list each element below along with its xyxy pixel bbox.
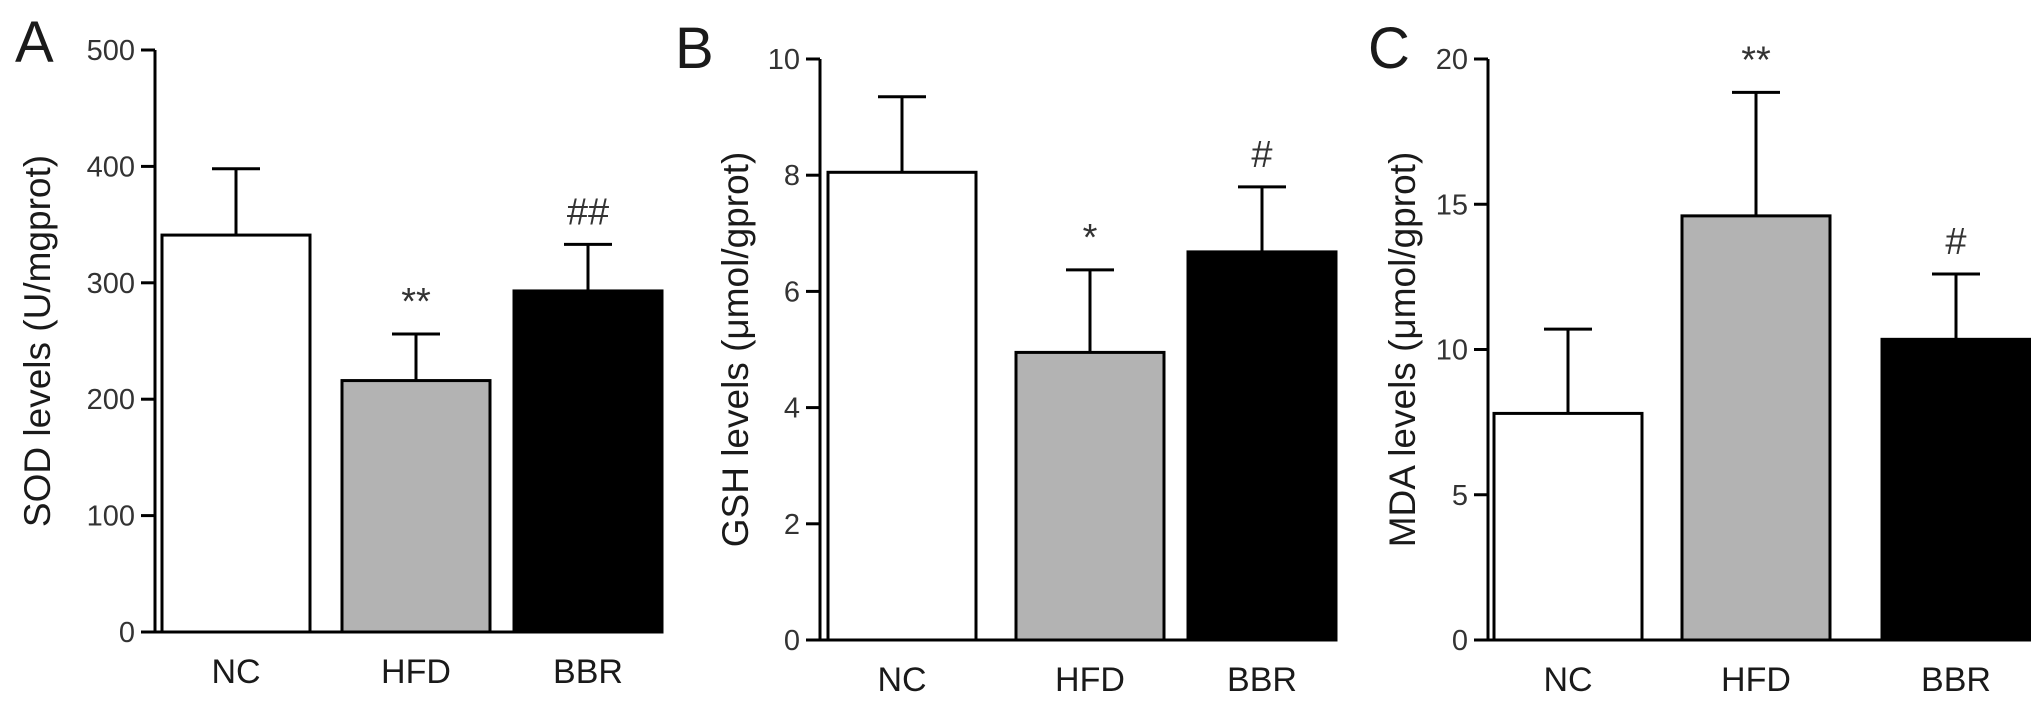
panel-b-y-tick-label: 4 bbox=[784, 393, 800, 425]
panel-b-y-tick-label: 0 bbox=[784, 625, 800, 657]
panel-b-significance-mark: # bbox=[1251, 134, 1272, 176]
panel-a: A SOD levels (U/mgprot) 0 100 200 300 400 500 NC… bbox=[15, 10, 664, 691]
panel-c-significance-mark: ** bbox=[1741, 39, 1771, 81]
panel-b-y-tick-label: 10 bbox=[768, 44, 800, 76]
panel-c-x-tick-label: BBR bbox=[1921, 661, 1991, 699]
panel-a-bar-hfd bbox=[340, 379, 492, 634]
panel-a-bar-bbr bbox=[512, 289, 664, 634]
panel-b-y-tick-label: 8 bbox=[784, 160, 800, 192]
panel-b-x-tick-label: NC bbox=[877, 661, 926, 699]
panel-a-significance-mark: ## bbox=[567, 191, 609, 233]
panel-a-y-axis-title: SOD levels (U/mgprot) bbox=[17, 155, 58, 527]
panel-a-y-tick-label: 200 bbox=[87, 384, 135, 416]
panel-b-bar-nc bbox=[826, 170, 978, 642]
panel-a-y-tick-label: 300 bbox=[87, 268, 135, 300]
panel-a-x-tick-label: BBR bbox=[553, 653, 623, 691]
panel-a-bar-nc bbox=[160, 233, 312, 634]
panel-c-letter: C bbox=[1368, 16, 1410, 81]
panel-c-bar-hfd bbox=[1680, 214, 1832, 642]
panel-a-significance-mark: ** bbox=[401, 281, 431, 323]
panel-c-y-axis-title: MDA levels (μmol/gprot) bbox=[1382, 152, 1423, 548]
panel-c-y-tick-label: 0 bbox=[1452, 625, 1468, 657]
panel-c-significance-mark: # bbox=[1945, 221, 1966, 263]
panel-c-bar-nc bbox=[1492, 411, 1644, 642]
panel-c-y-tick-label: 10 bbox=[1436, 335, 1468, 367]
panel-b: B GSH levels (μmol/gprot) 0 2 4 6 8 10 NC HFD * BBR… bbox=[675, 16, 1338, 699]
panel-c-bar-bbr bbox=[1880, 337, 2031, 642]
panel-a-letter: A bbox=[15, 10, 54, 75]
panel-c-x-tick-label: NC bbox=[1543, 661, 1592, 699]
panel-b-bar-bbr bbox=[1186, 250, 1338, 642]
panel-b-bar-hfd bbox=[1014, 350, 1166, 642]
panel-a-x-tick-label: NC bbox=[211, 653, 260, 691]
panel-b-x-tick-label: HFD bbox=[1055, 661, 1125, 699]
panel-a-y-tick-label: 500 bbox=[87, 35, 135, 67]
panel-b-y-axis-title: GSH levels (μmol/gprot) bbox=[715, 152, 756, 548]
panel-a-x-tick-label: HFD bbox=[381, 653, 451, 691]
panel-c-y-tick-label: 15 bbox=[1436, 189, 1468, 221]
panel-b-x-tick-label: BBR bbox=[1227, 661, 1297, 699]
panel-b-letter: B bbox=[675, 16, 714, 81]
panel-b-y-tick-label: 2 bbox=[784, 509, 800, 541]
panel-b-y-tick-label: 6 bbox=[784, 276, 800, 308]
panel-c-y-tick-label: 5 bbox=[1452, 480, 1468, 512]
panel-b-significance-mark: * bbox=[1083, 217, 1098, 259]
panel-a-y-tick-label: 0 bbox=[119, 617, 135, 649]
panel-a-y-tick-label: 400 bbox=[87, 151, 135, 183]
panel-c: C MDA levels (μmol/gprot) 0 5 10 15 20 NC HFD ** B… bbox=[1368, 16, 2031, 699]
panel-a-y-tick-label: 100 bbox=[87, 501, 135, 533]
panel-c-x-tick-label: HFD bbox=[1721, 661, 1791, 699]
panel-c-y-tick-label: 20 bbox=[1436, 44, 1468, 76]
